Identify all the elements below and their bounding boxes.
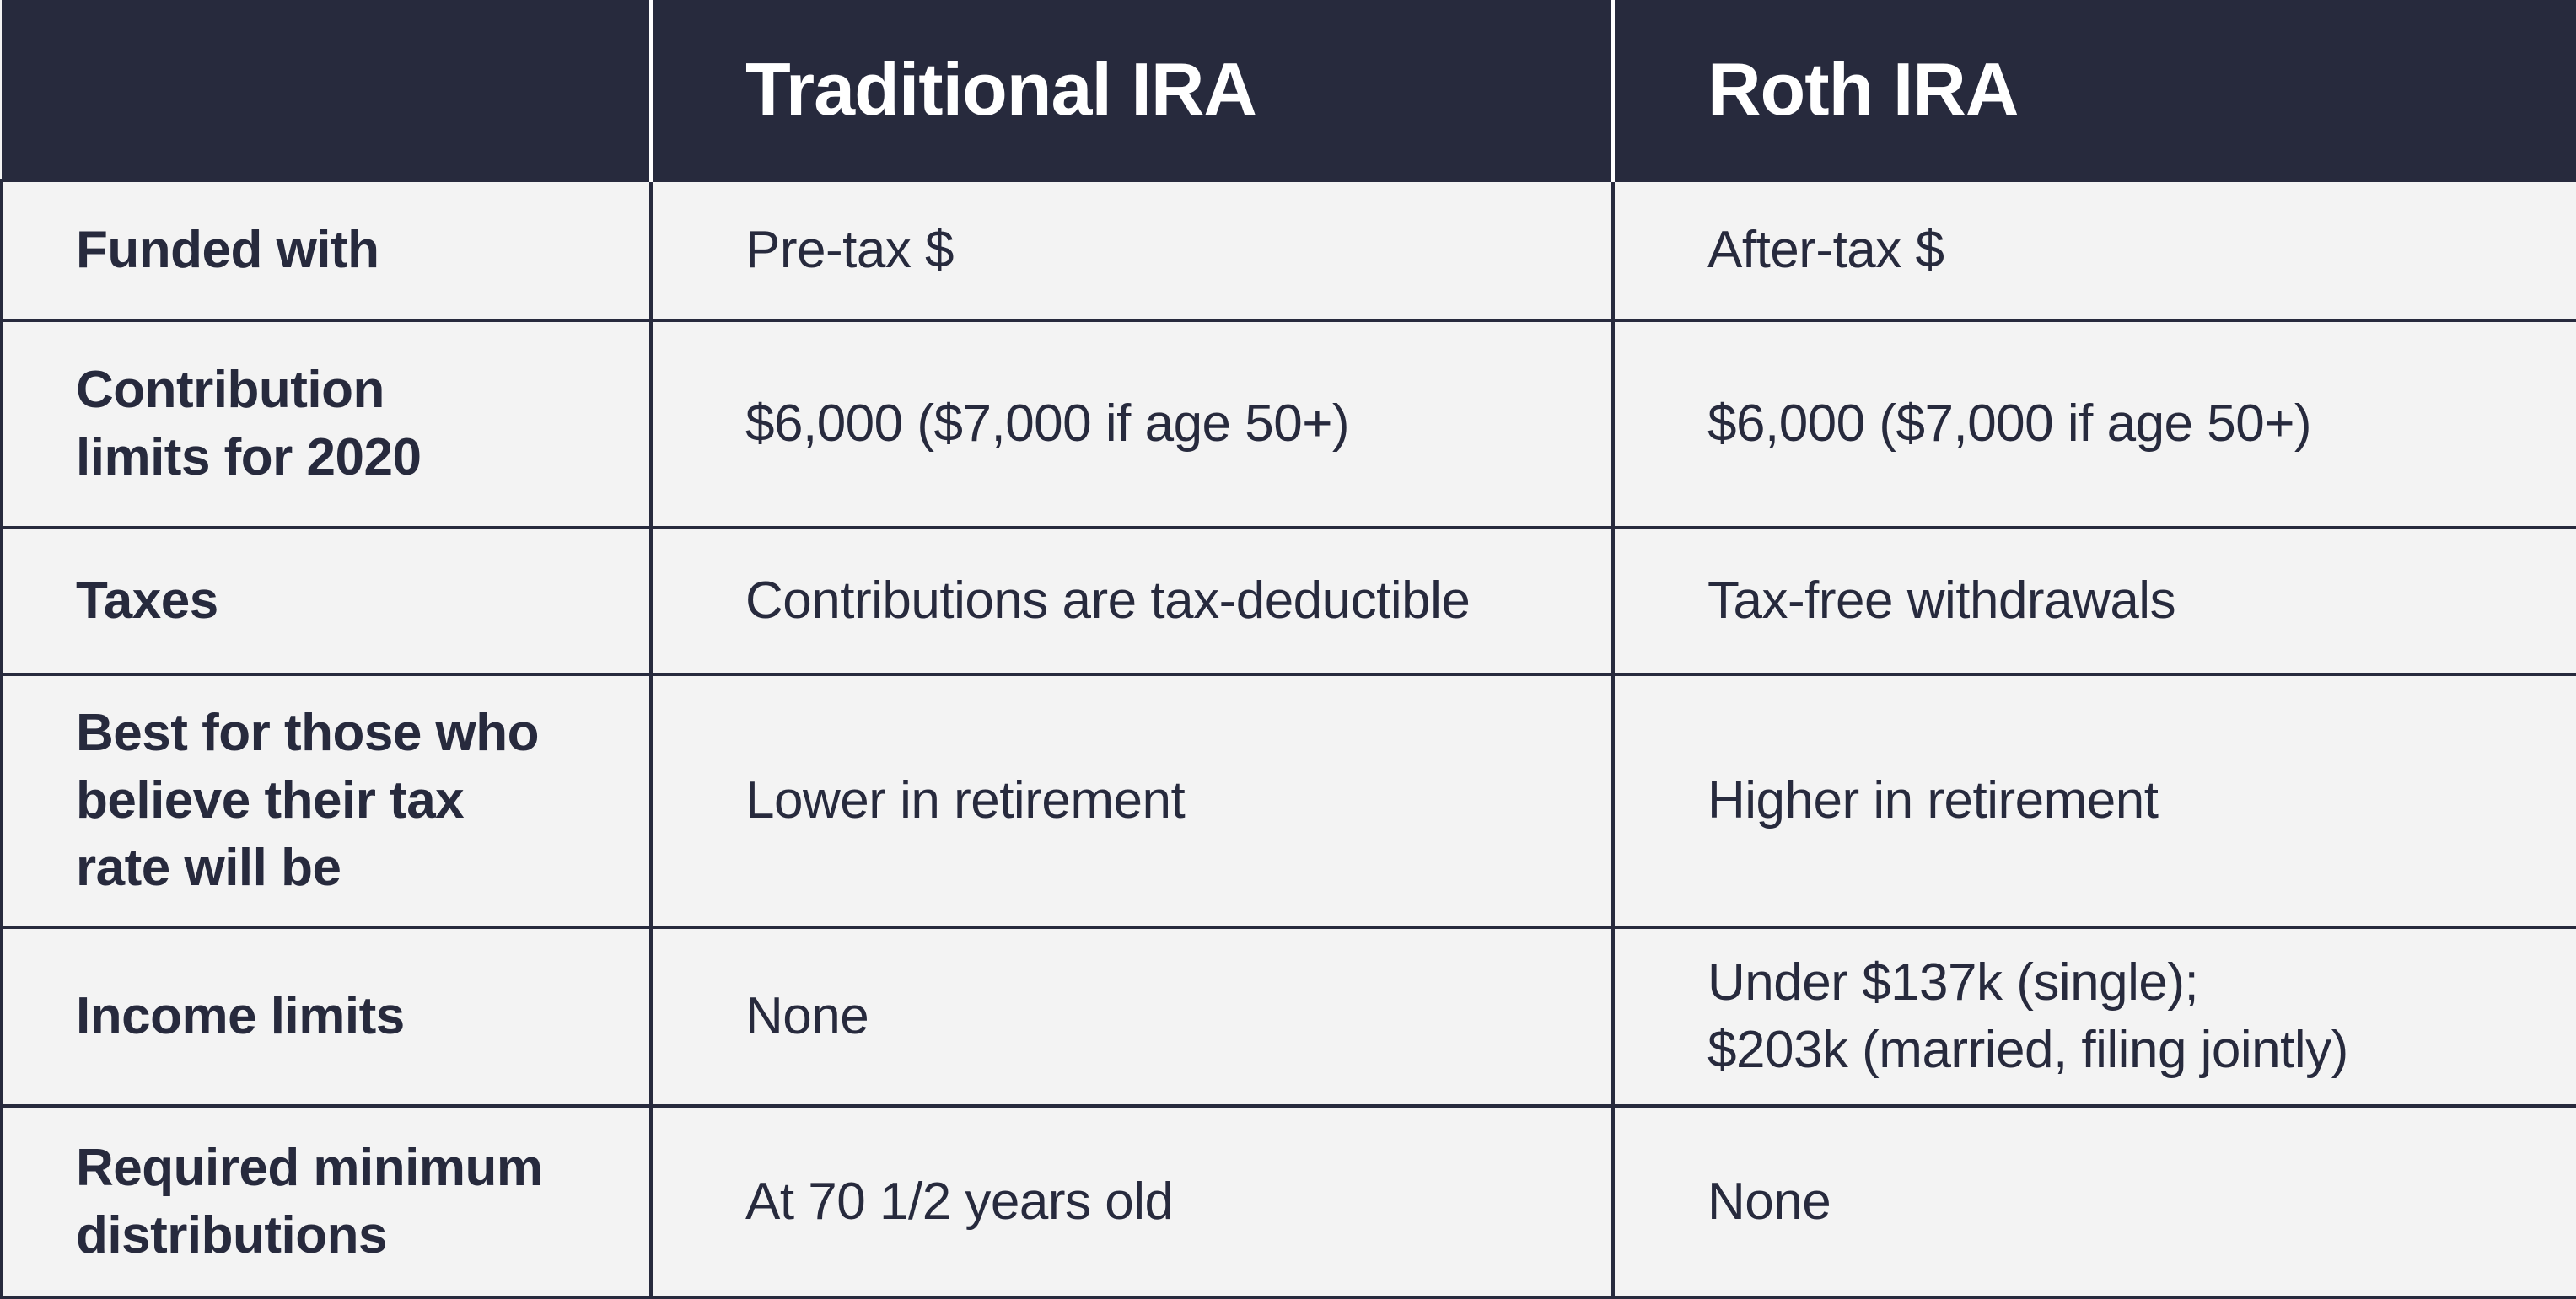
traditional-value: Lower in retirement [745, 771, 1186, 829]
row-label: Required minimum distributions [76, 1138, 543, 1264]
roth-value: $6,000 ($7,000 if age 50+) [1707, 395, 2312, 453]
row-label-cell: Contribution limits for 2020 [0, 319, 653, 529]
table-row-funded-with: Funded with Pre-tax $ After-tax $ [0, 179, 2576, 322]
roth-cell: After-tax $ [1611, 179, 2576, 322]
table-row-taxes: Taxes Contributions are tax-deductible T… [0, 526, 2576, 676]
traditional-value: At 70 1/2 years old [745, 1172, 1174, 1231]
table-header: Traditional IRA Roth IRA [2, 0, 2576, 180]
header-traditional-ira: Traditional IRA [649, 0, 1613, 180]
roth-value: Under $137k (single); $203k (married, fi… [1707, 953, 2348, 1079]
roth-cell: None [1611, 1104, 2576, 1299]
header-corner-cell [2, 0, 651, 180]
traditional-cell: None [649, 926, 1615, 1108]
traditional-value: Pre-tax $ [745, 221, 955, 279]
table-body: Funded with Pre-tax $ After-tax $ Contri… [0, 179, 2576, 1299]
traditional-cell: Pre-tax $ [649, 179, 1615, 322]
roth-cell: $6,000 ($7,000 if age 50+) [1611, 319, 2576, 529]
traditional-value: Contributions are tax-deductible [745, 572, 1471, 630]
header-row: Traditional IRA Roth IRA [2, 0, 2576, 180]
header-roth-ira: Roth IRA [1611, 0, 2576, 180]
roth-value: Higher in retirement [1707, 771, 2159, 829]
table-row-income-limits: Income limits None Under $137k (single);… [0, 926, 2576, 1108]
row-label-cell: Funded with [0, 179, 653, 322]
roth-value: After-tax $ [1707, 221, 1944, 279]
traditional-value: None [745, 987, 869, 1045]
roth-cell: Under $137k (single); $203k (married, fi… [1611, 926, 2576, 1108]
roth-cell: Tax-free withdrawals [1611, 526, 2576, 676]
traditional-cell: $6,000 ($7,000 if age 50+) [649, 319, 1615, 529]
row-label: Funded with [76, 221, 379, 279]
traditional-value: $6,000 ($7,000 if age 50+) [745, 395, 1350, 453]
row-label-cell: Best for those who believe their tax rat… [0, 673, 653, 929]
row-label-cell: Required minimum distributions [0, 1104, 653, 1299]
row-label: Best for those who believe their tax rat… [76, 704, 540, 897]
row-label-cell: Income limits [0, 926, 653, 1108]
row-label: Contribution limits for 2020 [76, 361, 422, 486]
roth-value: None [1707, 1172, 1831, 1231]
row-label-cell: Taxes [0, 526, 653, 676]
table-row-contribution-limits: Contribution limits for 2020 $6,000 ($7,… [0, 319, 2576, 529]
roth-cell: Higher in retirement [1611, 673, 2576, 929]
traditional-cell: At 70 1/2 years old [649, 1104, 1615, 1299]
row-label: Taxes [76, 572, 218, 630]
roth-value: Tax-free withdrawals [1707, 572, 2176, 630]
traditional-cell: Lower in retirement [649, 673, 1615, 929]
table-row-required-minimum-distributions: Required minimum distributions At 70 1/2… [0, 1104, 2576, 1299]
row-label: Income limits [76, 987, 405, 1045]
traditional-cell: Contributions are tax-deductible [649, 526, 1615, 676]
table-row-best-for: Best for those who believe their tax rat… [0, 673, 2576, 929]
